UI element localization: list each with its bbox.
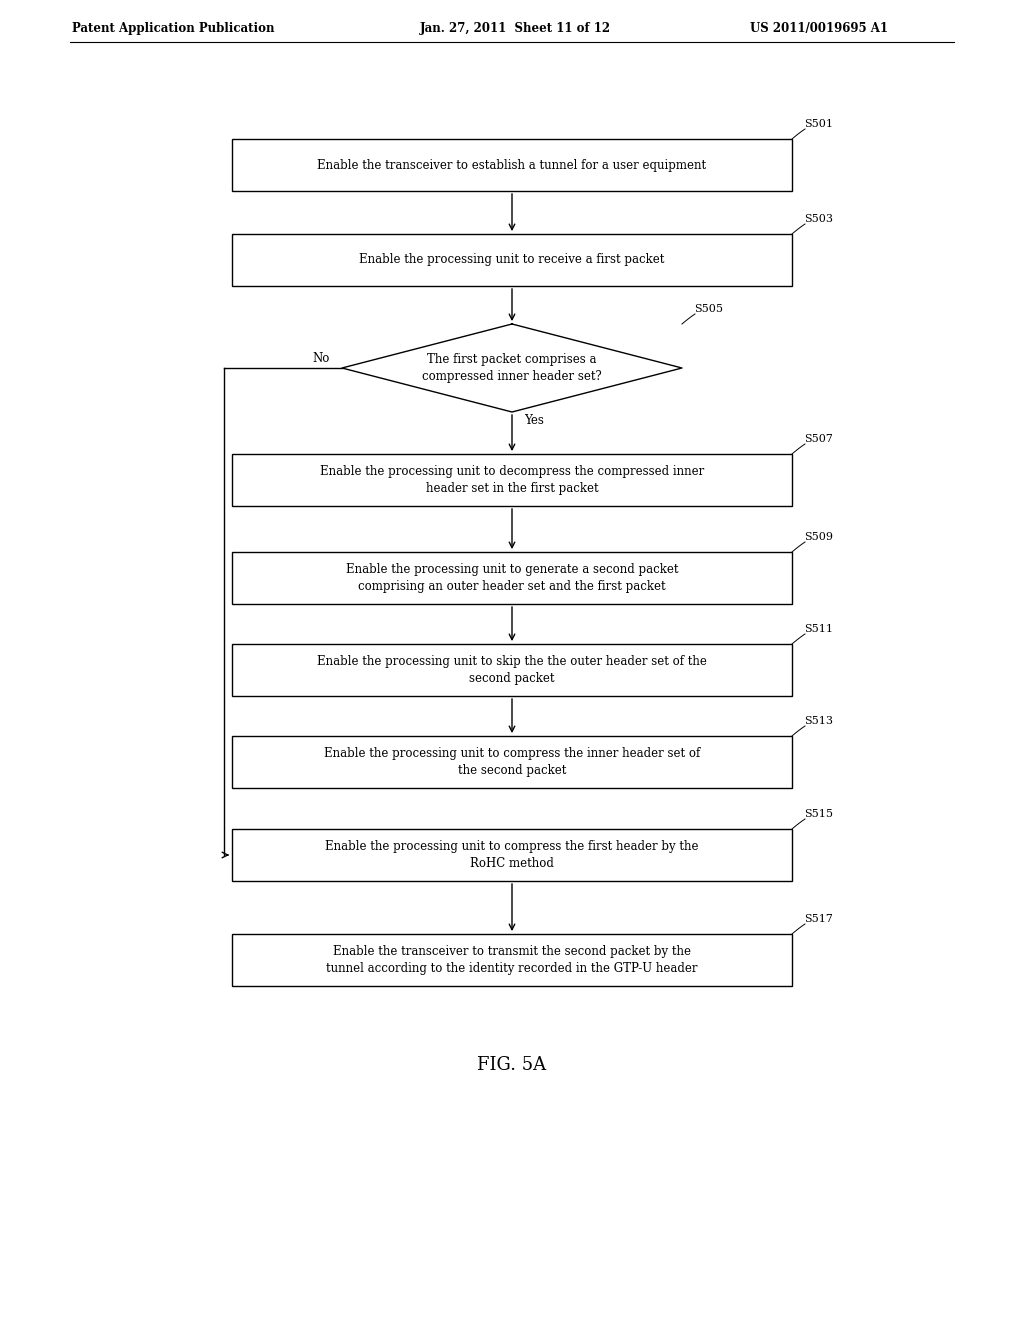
Bar — [232, 454, 792, 506]
Text: Enable the transceiver to transmit the second packet by the
tunnel according to : Enable the transceiver to transmit the s… — [327, 945, 697, 975]
Bar — [232, 737, 792, 788]
Text: S501: S501 — [804, 119, 833, 129]
Text: FIG. 5A: FIG. 5A — [477, 1056, 547, 1074]
Text: Enable the processing unit to skip the the outer header set of the
second packet: Enable the processing unit to skip the t… — [317, 655, 707, 685]
Text: Jan. 27, 2011  Sheet 11 of 12: Jan. 27, 2011 Sheet 11 of 12 — [420, 22, 611, 36]
Text: Patent Application Publication: Patent Application Publication — [72, 22, 274, 36]
Text: US 2011/0019695 A1: US 2011/0019695 A1 — [750, 22, 888, 36]
Text: S515: S515 — [804, 809, 833, 818]
Text: S503: S503 — [804, 214, 833, 224]
Polygon shape — [342, 323, 682, 412]
Text: Enable the processing unit to compress the inner header set of
the second packet: Enable the processing unit to compress t… — [324, 747, 700, 777]
Text: S507: S507 — [804, 434, 833, 444]
Text: S517: S517 — [804, 913, 833, 924]
Text: No: No — [312, 351, 330, 364]
Text: Enable the transceiver to establish a tunnel for a user equipment: Enable the transceiver to establish a tu… — [317, 158, 707, 172]
Text: Enable the processing unit to receive a first packet: Enable the processing unit to receive a … — [359, 253, 665, 267]
Text: S511: S511 — [804, 624, 833, 634]
Text: The first packet comprises a
compressed inner header set?: The first packet comprises a compressed … — [422, 352, 602, 383]
Bar — [232, 139, 792, 191]
Text: Yes: Yes — [524, 414, 544, 426]
Bar — [232, 935, 792, 986]
Bar — [232, 234, 792, 286]
Text: S513: S513 — [804, 715, 833, 726]
Bar — [232, 552, 792, 605]
Bar — [232, 829, 792, 880]
Text: Enable the processing unit to compress the first header by the
RoHC method: Enable the processing unit to compress t… — [326, 840, 698, 870]
Text: S509: S509 — [804, 532, 833, 543]
Text: S505: S505 — [694, 304, 723, 314]
Text: Enable the processing unit to decompress the compressed inner
header set in the : Enable the processing unit to decompress… — [319, 465, 705, 495]
Text: Enable the processing unit to generate a second packet
comprising an outer heade: Enable the processing unit to generate a… — [346, 564, 678, 593]
Bar — [232, 644, 792, 696]
